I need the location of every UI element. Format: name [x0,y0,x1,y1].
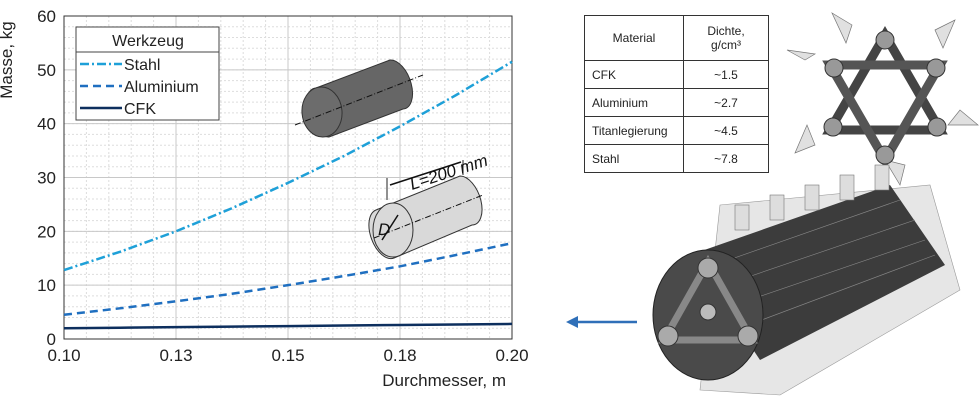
header-density-unit: g/cm³ [711,38,741,52]
x-axis-label: Durchmesser, m [382,371,506,390]
y-tick-label: 10 [37,276,56,295]
x-tick-label: 0.20 [495,346,528,365]
header-material: Material [584,15,684,61]
density-cell: ~4.5 [683,116,769,145]
header-density: Dichte, g/cm³ [683,15,769,61]
cylinder-dark-icon [294,59,424,138]
pointer-arrow-icon [566,316,637,328]
y-tick-label: 60 [37,7,56,26]
star-tool-mesh-image [786,12,979,186]
diameter-annotation: D [378,220,390,239]
table-row: Titanlegierung ~4.5 [584,116,769,145]
legend-label-stahl: Stahl [124,57,160,74]
table-row: CFK ~1.5 [584,60,769,89]
series-line-aluminium [63,241,513,317]
x-tick-label: 0.15 [271,346,304,365]
density-table: Material Dichte, g/cm³ CFK ~1.5 Aluminium ~… [584,15,769,173]
table-row: Aluminium ~2.7 [584,88,769,117]
x-tick-label: 0.13 [159,346,192,365]
legend-label-cfk: CFK [124,101,156,118]
y-tick-label: 50 [37,61,56,80]
x-tick-label: 0.18 [383,346,416,365]
material-cell: CFK [584,60,684,89]
ticks: 0.10 0.13 0.15 0.18 0.20 0 10 20 30 40 50 60 [37,7,528,365]
header-density-line1: Dichte, [707,24,745,38]
y-tick-label: 40 [37,115,56,134]
density-cell: ~2.7 [683,88,769,117]
plot-frame [63,15,513,340]
y-axis-label: Masse, kg [0,21,16,98]
cylinder-tool-mesh-image [652,164,961,396]
density-cell: ~1.5 [683,60,769,89]
density-cell: ~7.8 [683,144,769,173]
table-row: Stahl ~7.8 [584,144,769,173]
x-tick-label: 0.10 [47,346,80,365]
legend-label-aluminium: Aluminium [124,79,199,96]
material-cell: Titanlegierung [584,116,684,145]
y-tick-label: 0 [47,330,56,349]
material-cell: Stahl [584,144,684,173]
y-tick-label: 30 [37,169,56,188]
series-lines [63,60,513,330]
legend: Werkzeug Stahl Aluminium CFK [75,26,220,121]
legend-title: Werkzeug [112,33,184,50]
table-header-row: Material Dichte, g/cm³ [584,15,769,61]
series-line-stahl [63,60,513,272]
y-tick-label: 20 [37,222,56,241]
material-cell: Aluminium [584,88,684,117]
series-line-cfk [63,322,513,330]
